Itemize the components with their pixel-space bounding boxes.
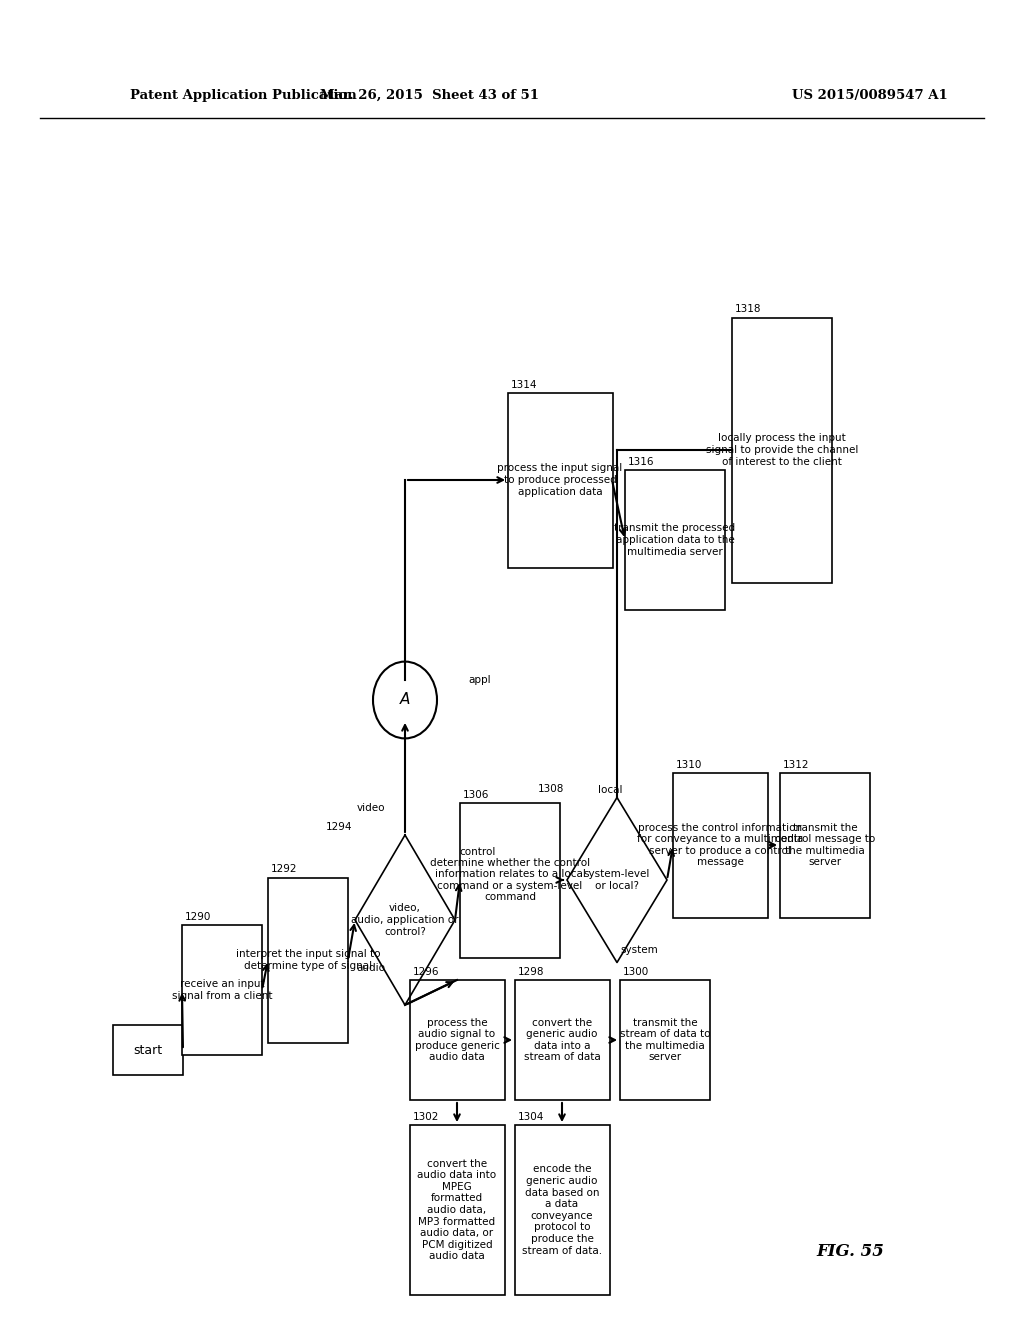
Bar — [625, 470, 725, 610]
Text: process the input signal
to produce processed
application data: process the input signal to produce proc… — [498, 463, 623, 496]
Bar — [620, 979, 710, 1100]
Text: 1312: 1312 — [783, 759, 810, 770]
Text: local: local — [598, 785, 623, 795]
Text: control: control — [459, 847, 496, 857]
Bar — [514, 979, 609, 1100]
Bar — [508, 392, 612, 568]
Text: convert the
audio data into
MPEG
formatted
audio data,
MP3 formatted
audio data,: convert the audio data into MPEG formatt… — [418, 1159, 497, 1262]
Text: process the
audio signal to
produce generic
audio data: process the audio signal to produce gene… — [415, 1018, 500, 1063]
Text: determine whether the control
information relates to a local
command or a system: determine whether the control informatio… — [430, 858, 590, 903]
Text: 1296: 1296 — [413, 968, 439, 977]
Bar — [673, 772, 768, 917]
Text: transmit the
stream of data to
the multimedia
server: transmit the stream of data to the multi… — [620, 1018, 711, 1063]
Text: 1290: 1290 — [185, 912, 211, 921]
Bar — [410, 1125, 505, 1295]
Bar — [182, 925, 262, 1055]
Text: audio: audio — [356, 964, 385, 973]
Text: appl: appl — [468, 675, 490, 685]
Text: US 2015/0089547 A1: US 2015/0089547 A1 — [793, 88, 948, 102]
Text: system-level
or local?: system-level or local? — [584, 869, 650, 891]
Text: 1300: 1300 — [623, 968, 649, 977]
Polygon shape — [567, 797, 667, 962]
Bar — [780, 772, 870, 917]
Text: video,
audio, application or
control?: video, audio, application or control? — [351, 903, 459, 937]
Text: start: start — [133, 1044, 163, 1056]
Text: receive an input
signal from a client: receive an input signal from a client — [172, 979, 272, 1001]
Text: 1306: 1306 — [463, 789, 489, 800]
Text: A: A — [399, 693, 411, 708]
Text: video: video — [356, 803, 385, 813]
Text: 1298: 1298 — [517, 968, 544, 977]
Text: FIG. 55: FIG. 55 — [816, 1243, 884, 1261]
Text: 1308: 1308 — [538, 784, 564, 795]
Text: 1302: 1302 — [413, 1111, 439, 1122]
Text: 1316: 1316 — [628, 457, 654, 467]
Text: convert the
generic audio
data into a
stream of data: convert the generic audio data into a st… — [523, 1018, 600, 1063]
Text: 1304: 1304 — [517, 1111, 544, 1122]
Text: 1310: 1310 — [676, 759, 701, 770]
Text: 1318: 1318 — [735, 305, 762, 314]
Text: transmit the
control message to
the multimedia
server: transmit the control message to the mult… — [775, 822, 876, 867]
Bar — [460, 803, 560, 957]
Text: encode the
generic audio
data based on
a data
conveyance
protocol to
produce the: encode the generic audio data based on a… — [522, 1164, 602, 1255]
Text: process the control information
for conveyance to a multimedia
server to produce: process the control information for conv… — [637, 822, 803, 867]
Ellipse shape — [373, 661, 437, 738]
Bar — [514, 1125, 609, 1295]
Bar — [268, 878, 348, 1043]
Text: 1314: 1314 — [511, 380, 537, 389]
Text: locally process the input
signal to provide the channel
of interest to the clien: locally process the input signal to prov… — [706, 433, 858, 466]
Bar — [410, 979, 505, 1100]
Text: interpret the input signal to
determine type of signal: interpret the input signal to determine … — [236, 949, 380, 970]
Bar — [732, 318, 831, 582]
Text: 1294: 1294 — [326, 822, 352, 832]
Text: transmit the processed
application data to the
multimedia server: transmit the processed application data … — [614, 524, 735, 557]
Text: 1292: 1292 — [271, 865, 298, 874]
Text: Patent Application Publication: Patent Application Publication — [130, 88, 356, 102]
Bar — [113, 1026, 183, 1074]
Text: Mar. 26, 2015  Sheet 43 of 51: Mar. 26, 2015 Sheet 43 of 51 — [321, 88, 540, 102]
Text: system: system — [620, 945, 657, 954]
Polygon shape — [355, 836, 455, 1005]
